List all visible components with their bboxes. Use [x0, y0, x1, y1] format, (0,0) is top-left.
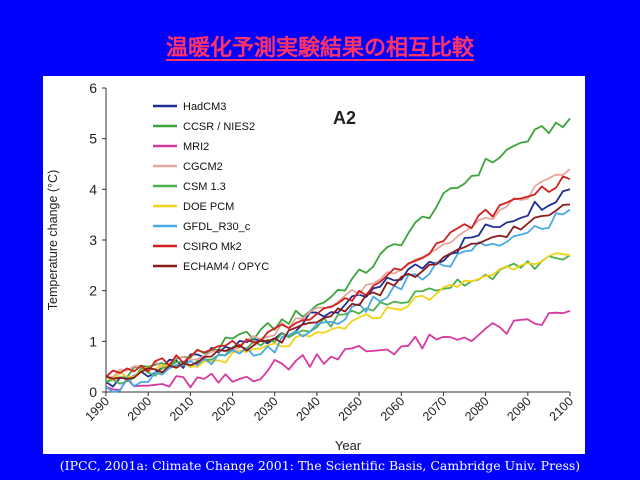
- chart-title: A2: [333, 108, 356, 128]
- legend-label: CSM 1.3: [183, 181, 226, 193]
- series-line-cgcm2: [105, 168, 571, 379]
- x-tick-label: 2000: [125, 394, 155, 424]
- legend-label: CCSR / NIES2: [183, 121, 255, 133]
- legend-label: DOE PCM: [183, 201, 234, 213]
- x-tick-label: 2040: [293, 394, 323, 424]
- y-tick-label: 3: [89, 232, 97, 248]
- temperature-change-chart: 0 1 2 3 4 5 6 1990 2000 2010 2020 2030 2040 2050 2060 2…: [46, 80, 577, 453]
- citation: (IPCC, 2001a: Climate Change 2001: The S…: [59, 458, 581, 473]
- x-tick-label: 2080: [462, 394, 492, 424]
- x-tick-label: 2030: [251, 394, 281, 424]
- legend-label: CSIRO Mk2: [183, 241, 242, 253]
- x-tick-label: 2050: [336, 394, 366, 424]
- x-tick-label: 2010: [167, 394, 197, 424]
- legend-label: CGCM2: [183, 161, 223, 173]
- x-axis-label: Year: [335, 438, 362, 453]
- y-axis-label: Temperature change (°C): [46, 170, 60, 310]
- legend-label: MRI2: [183, 141, 209, 153]
- x-tick-label: 2020: [209, 394, 239, 424]
- x-tick-label: 2070: [420, 394, 450, 424]
- series-line-hadcm3: [105, 188, 571, 388]
- y-tick-label: 1: [89, 333, 97, 349]
- x-tick-label: 2100: [547, 394, 577, 424]
- chart-panel: 0 1 2 3 4 5 6 1990 2000 2010 2020 2030 2040 2050 2060 2…: [43, 76, 585, 454]
- series-line-ccsr-nies2: [105, 117, 571, 383]
- y-tick-label: 5: [89, 131, 97, 147]
- legend-label: GFDL_R30_c: [183, 221, 251, 233]
- legend-label: ECHAM4 / OPYC: [183, 261, 269, 273]
- y-tick-label: 4: [89, 181, 97, 197]
- legend-label: HadCM3: [183, 101, 226, 113]
- x-tick-label: 1990: [83, 394, 113, 424]
- series-line-gfdl-r30-c: [105, 208, 571, 393]
- x-tick-label: 2090: [504, 394, 534, 424]
- y-tick-label: 6: [89, 80, 97, 96]
- chart-legend: HadCM3 CCSR / NIES2 MRI2 CGCM2 CSM 1.3 DOE PC…: [153, 101, 269, 273]
- chart-series-lines: [105, 117, 571, 393]
- series-line-echam4-opyc: [105, 203, 571, 380]
- slide-title: 温暖化予測実験結果の相互比較: [165, 36, 474, 61]
- y-tick-label: 2: [89, 283, 97, 299]
- y-tick-label: 0: [89, 384, 97, 400]
- x-tick-label: 2060: [378, 394, 408, 424]
- series-line-mri2: [105, 310, 571, 391]
